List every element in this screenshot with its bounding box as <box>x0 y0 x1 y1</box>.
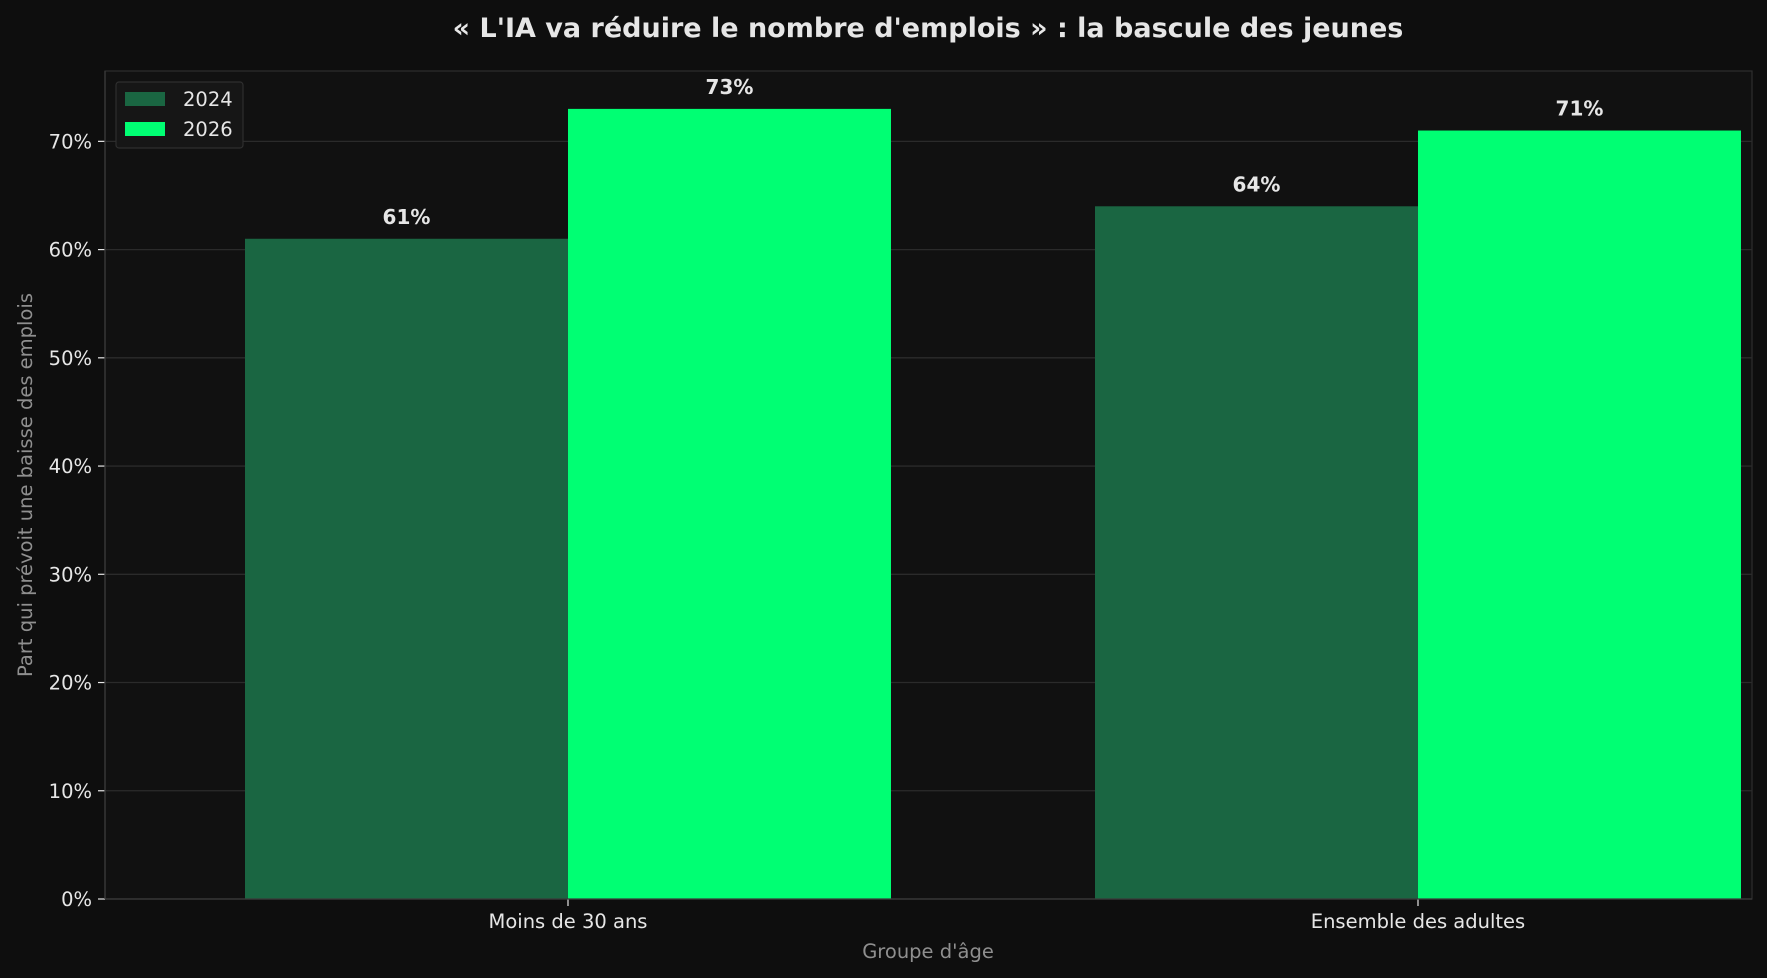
bar-labels: 61% 64% 73% 71% <box>383 75 1604 229</box>
bar-2024-1 <box>1094 206 1418 899</box>
x-tick-label: Ensemble des adultes <box>1311 910 1525 933</box>
legend: 2024 2026 <box>115 81 244 149</box>
y-tick-label: 60% <box>49 239 92 262</box>
y-tick-label: 20% <box>49 672 92 695</box>
y-tick-label: 0% <box>61 888 92 911</box>
bar-2026-1 <box>1417 130 1741 899</box>
legend-label-2024: 2024 <box>183 88 233 111</box>
bar-value-label: 64% <box>1233 172 1281 196</box>
bar-value-label: 73% <box>706 75 754 99</box>
legend-swatch-2024 <box>125 92 165 106</box>
bar-value-label: 61% <box>383 205 431 229</box>
legend-swatch-2026 <box>125 122 165 136</box>
bar-value-label: 71% <box>1556 97 1604 121</box>
y-axis-label: Part qui prévoit une baisse des emplois <box>14 293 37 677</box>
y-tick-label: 30% <box>49 563 92 586</box>
x-axis-label: Groupe d'âge <box>862 940 994 963</box>
bar-2024-0 <box>244 238 568 899</box>
y-tick-label: 50% <box>49 347 92 370</box>
bar-2026-0 <box>567 108 891 900</box>
chart-title: « L'IA va réduire le nombre d'emplois » … <box>453 13 1404 44</box>
x-tick-label: Moins de 30 ans <box>489 910 648 933</box>
y-tick-label: 40% <box>49 455 92 478</box>
bars <box>244 108 1741 900</box>
y-tick-label: 10% <box>49 780 92 803</box>
legend-label-2026: 2026 <box>183 118 233 141</box>
axes: 0% 10% 20% 30% 40% 50% 60% 70% Moins de 30 ans En… <box>49 71 1752 933</box>
y-tick-label: 70% <box>49 130 92 153</box>
